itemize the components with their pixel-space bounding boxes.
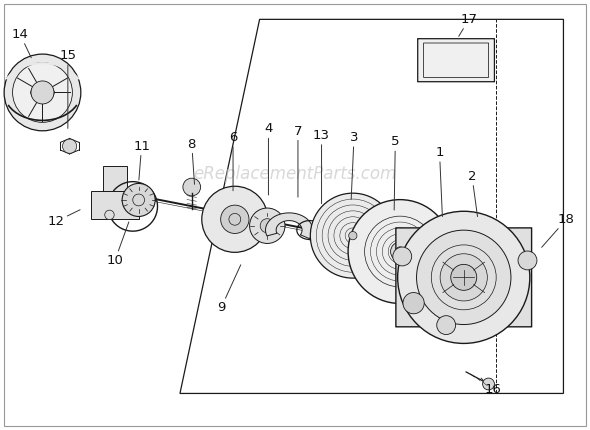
Circle shape [518, 251, 537, 270]
Circle shape [105, 210, 114, 220]
Text: 12: 12 [48, 210, 80, 228]
Text: 6: 6 [229, 131, 237, 191]
Circle shape [12, 62, 73, 123]
Circle shape [31, 81, 54, 104]
FancyBboxPatch shape [396, 228, 532, 327]
Circle shape [403, 292, 424, 314]
Circle shape [398, 211, 530, 344]
Text: 18: 18 [542, 213, 575, 247]
Circle shape [4, 54, 81, 131]
Text: 17: 17 [458, 13, 477, 36]
Text: 4: 4 [264, 123, 273, 195]
Polygon shape [266, 213, 313, 239]
Polygon shape [91, 191, 139, 219]
Circle shape [440, 254, 487, 301]
Text: 7: 7 [294, 125, 302, 197]
Text: 3: 3 [350, 131, 358, 200]
Text: 5: 5 [391, 135, 399, 210]
Circle shape [349, 231, 357, 240]
Text: 10: 10 [107, 222, 129, 267]
Text: 1: 1 [435, 146, 444, 217]
Circle shape [437, 316, 455, 335]
Text: 14: 14 [12, 28, 31, 58]
Circle shape [417, 230, 511, 325]
Text: 2: 2 [468, 170, 477, 217]
Polygon shape [103, 166, 127, 191]
Circle shape [63, 139, 77, 153]
FancyBboxPatch shape [418, 39, 494, 82]
Circle shape [348, 200, 452, 304]
Circle shape [393, 247, 412, 266]
Text: 13: 13 [313, 129, 330, 204]
Text: 15: 15 [60, 49, 76, 129]
Circle shape [221, 205, 249, 233]
Circle shape [391, 242, 409, 261]
Circle shape [451, 264, 477, 290]
Circle shape [122, 184, 155, 216]
Circle shape [310, 193, 395, 278]
Circle shape [183, 178, 201, 196]
Circle shape [483, 378, 494, 390]
Text: 16: 16 [481, 378, 501, 396]
Text: 9: 9 [217, 265, 241, 314]
Text: 11: 11 [133, 140, 150, 180]
Text: 8: 8 [188, 138, 196, 184]
Circle shape [250, 208, 285, 243]
Circle shape [202, 186, 268, 252]
Text: eReplacementParts.com: eReplacementParts.com [194, 165, 396, 183]
Circle shape [260, 219, 274, 233]
